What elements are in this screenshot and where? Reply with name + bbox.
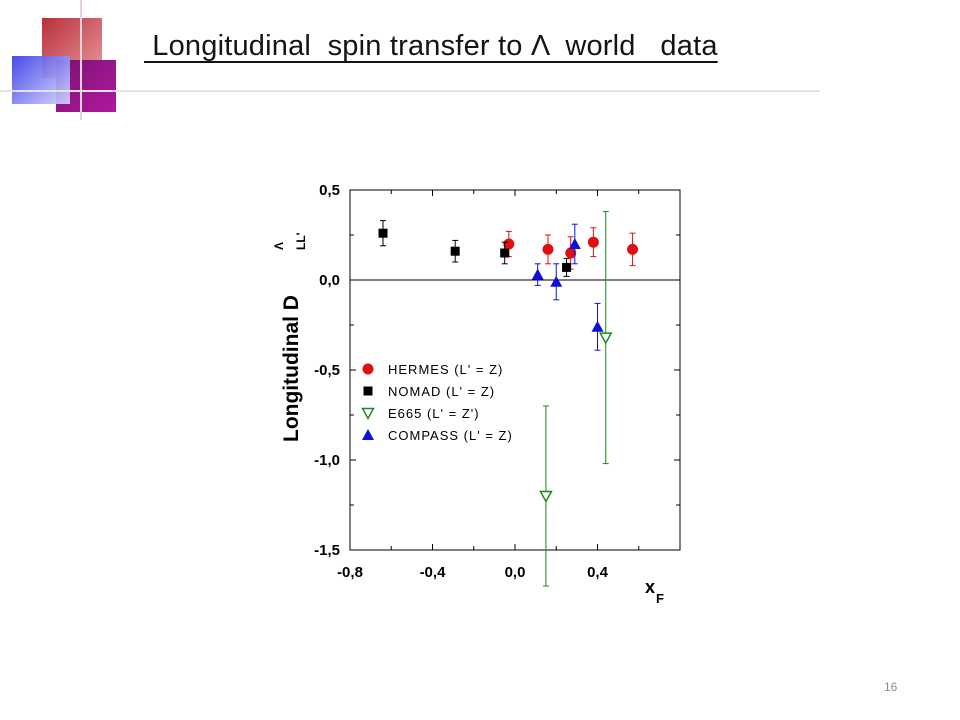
data-point	[627, 243, 639, 255]
legend-label: HERMES (L' = Z)	[388, 362, 503, 377]
x-axis-title-subscript: F	[656, 591, 664, 606]
data-point	[500, 248, 510, 258]
data-point	[565, 247, 577, 259]
data-point	[542, 243, 554, 255]
data-point	[550, 275, 563, 287]
data-point	[562, 262, 572, 272]
x-tick-label: -0,4	[420, 564, 447, 581]
y-axis-title: Longitudinal D	[280, 295, 303, 442]
y-tick-label: -0,5	[314, 362, 340, 379]
legend-marker	[362, 363, 374, 375]
y-tick-label: -1,5	[314, 542, 340, 559]
y-axis-title-subscript: LL'	[294, 232, 308, 250]
data-point	[450, 246, 460, 256]
data-point	[531, 268, 544, 280]
x-tick-label: 0,4	[587, 564, 609, 581]
slide-title: Longitudinal spin transfer to Λ world da…	[144, 30, 718, 62]
legend-label: NOMAD (L' = Z)	[388, 384, 495, 399]
title-rule	[0, 90, 820, 92]
page-number: 16	[884, 680, 898, 694]
decor-vertical-line	[80, 0, 82, 120]
legend-marker	[362, 429, 374, 440]
x-tick-label: 0,0	[505, 564, 526, 581]
legend-marker	[361, 407, 375, 421]
x-tick-label: -0,8	[337, 564, 363, 581]
data-point	[587, 236, 599, 248]
decor-blue-square	[12, 56, 70, 104]
legend-label: E665 (L' = Z')	[388, 406, 480, 421]
legend-label: COMPASS (L' = Z)	[388, 428, 513, 443]
data-point	[568, 238, 581, 249]
y-tick-label: 0,5	[319, 182, 340, 199]
data-point	[539, 490, 553, 504]
data-point	[503, 238, 515, 250]
corner-decoration	[0, 0, 140, 120]
data-point	[378, 228, 388, 238]
y-tick-label: 0,0	[319, 272, 340, 289]
data-point	[591, 320, 604, 332]
y-tick-label: -1,0	[314, 452, 340, 469]
x-axis-title: x	[645, 577, 655, 597]
y-axis-title-superscript: Λ	[272, 242, 286, 250]
data-point	[598, 332, 613, 345]
legend-marker	[363, 386, 373, 396]
y-axis-title-group: Longitudinal D Λ LL'	[272, 232, 308, 442]
